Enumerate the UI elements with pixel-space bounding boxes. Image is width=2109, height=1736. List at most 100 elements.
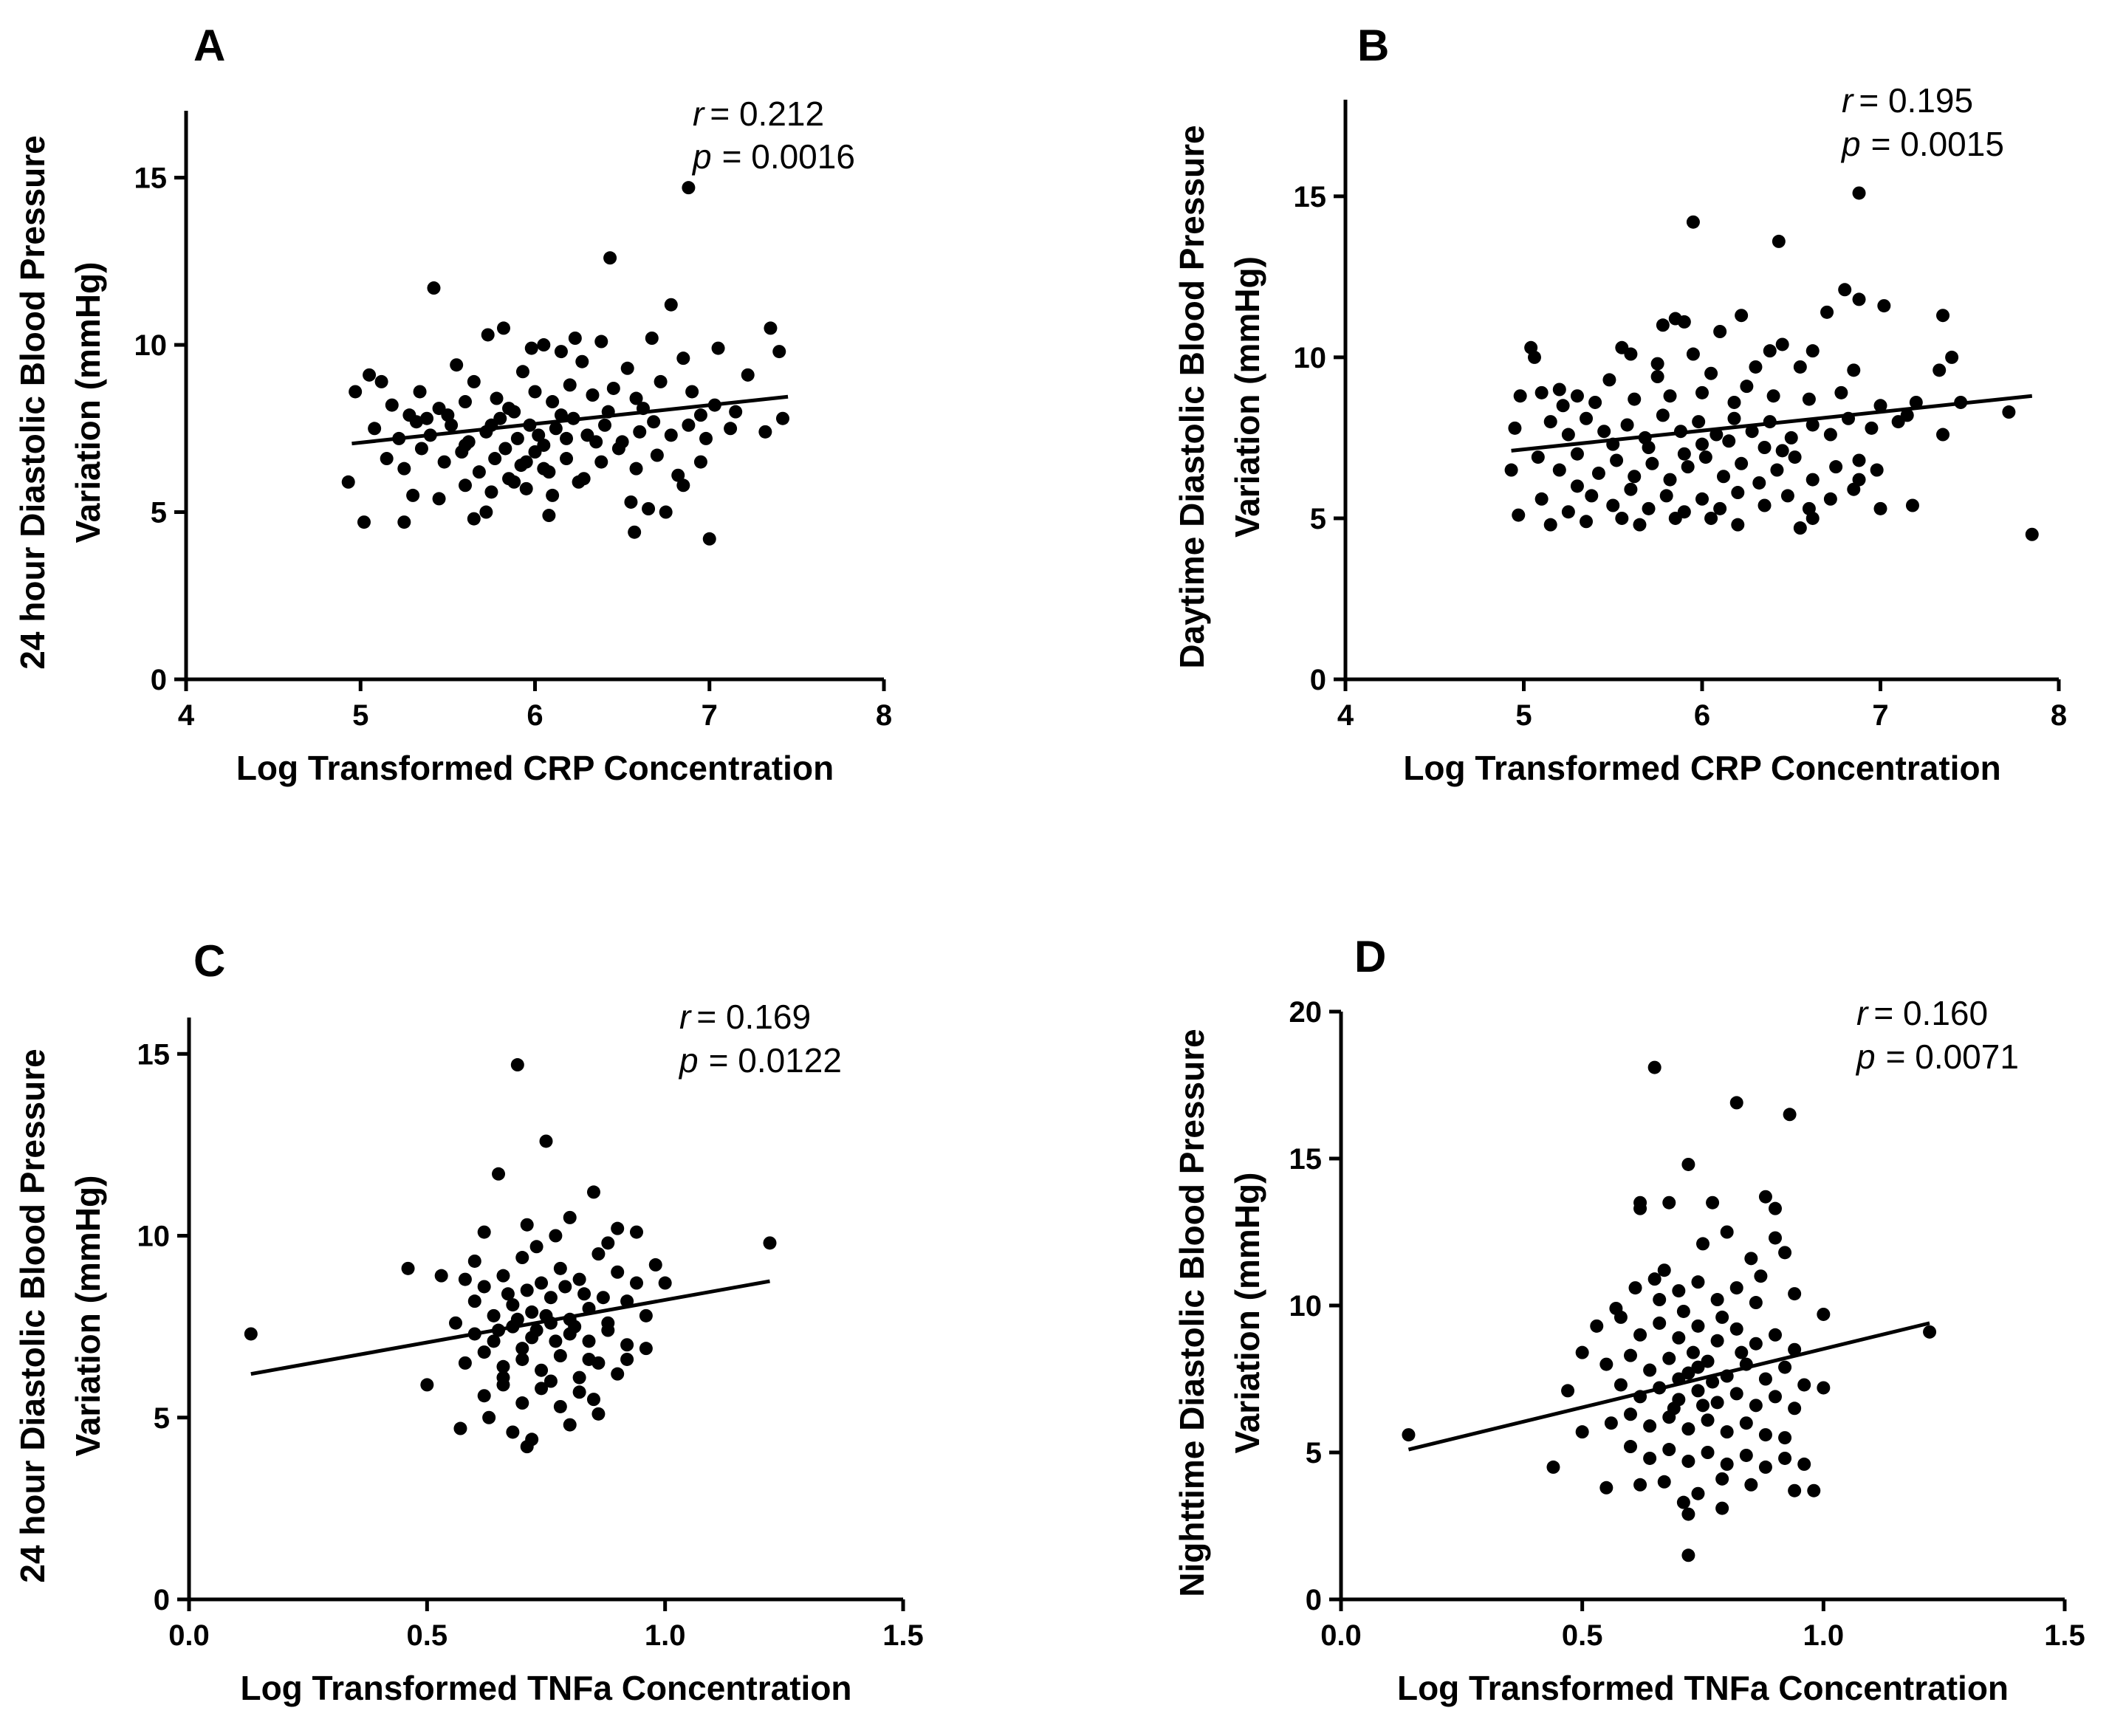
r-symbol: r <box>1856 994 1869 1032</box>
data-point <box>1614 1378 1628 1392</box>
regression-line <box>1407 1321 1930 1452</box>
x-tick-label: 8 <box>2051 699 2067 732</box>
data-point <box>553 1261 567 1275</box>
data-point <box>244 1327 258 1341</box>
data-point <box>1758 1460 1772 1474</box>
data-point <box>1716 470 1730 484</box>
data-point <box>535 1382 549 1396</box>
data-point <box>549 422 563 436</box>
data-point <box>558 1280 572 1294</box>
data-point <box>1847 482 1861 496</box>
x-axis-title: Log Transformed TNFa Concentration <box>1397 1669 2009 1707</box>
x-tick-label: 5 <box>1515 699 1532 732</box>
data-point <box>1817 1307 1831 1321</box>
data-point <box>357 515 371 529</box>
data-point <box>1807 1483 1821 1497</box>
data-point <box>1543 415 1557 429</box>
data-point <box>1570 447 1584 461</box>
data-point <box>1715 1472 1729 1486</box>
data-point <box>554 345 568 359</box>
data-point <box>1720 1425 1734 1439</box>
data-point <box>520 1283 534 1297</box>
data-point <box>775 411 789 425</box>
data-point <box>1570 479 1584 493</box>
data-point <box>549 1229 563 1243</box>
data-point <box>1668 511 1682 525</box>
data-point <box>1657 1263 1671 1277</box>
x-tick-label: 1.5 <box>882 1619 924 1652</box>
data-point <box>496 1269 510 1283</box>
data-point <box>685 385 699 399</box>
data-point <box>1735 456 1749 470</box>
data-point <box>1805 418 1820 432</box>
data-point <box>1710 1293 1724 1307</box>
data-point <box>546 488 560 502</box>
data-point <box>1783 1108 1797 1122</box>
data-point <box>349 385 363 399</box>
data-point <box>1713 325 1727 338</box>
y-tick-label: 10 <box>1289 1290 1323 1322</box>
data-point <box>477 1225 491 1239</box>
x-axis-title: Log Transformed CRP Concentration <box>236 749 834 787</box>
data-point <box>586 1393 600 1407</box>
data-point <box>502 402 516 416</box>
data-point <box>1606 498 1620 512</box>
data-point <box>1633 1328 1647 1342</box>
data-point <box>519 481 533 495</box>
data-point <box>553 1399 567 1413</box>
data-point <box>1729 1096 1743 1110</box>
x-tick-label: 5 <box>352 699 368 732</box>
data-point <box>624 495 638 509</box>
y-tick-label: 5 <box>154 1402 170 1435</box>
data-point <box>1552 463 1566 477</box>
data-point <box>1780 489 1794 503</box>
data-point <box>535 1276 549 1290</box>
data-point <box>432 492 446 506</box>
data-point <box>341 475 355 489</box>
data-point <box>1823 428 1837 442</box>
data-point <box>1900 408 1914 422</box>
p-statistic: p = 0.0015 <box>1840 125 2004 163</box>
data-point <box>611 1265 625 1279</box>
data-point <box>1692 415 1706 429</box>
data-point <box>488 452 502 466</box>
data-point <box>1805 511 1820 525</box>
data-point <box>1597 425 1611 439</box>
data-point <box>467 1254 481 1268</box>
data-point <box>2002 405 2016 419</box>
data-point <box>629 1276 643 1290</box>
data-point <box>528 445 542 459</box>
data-point <box>477 1345 491 1359</box>
data-point <box>645 332 659 345</box>
data-point <box>1695 385 1709 399</box>
r-value: = 0.160 <box>1873 994 1988 1032</box>
data-point <box>1580 411 1594 425</box>
data-point <box>481 328 495 342</box>
data-point <box>1556 399 1570 413</box>
data-point <box>1604 1416 1618 1430</box>
data-point <box>650 448 664 462</box>
data-point <box>620 361 634 375</box>
data-point <box>563 378 577 392</box>
data-point <box>510 1058 524 1072</box>
data-point <box>458 1272 472 1286</box>
r-value: = 0.195 <box>1859 81 1973 120</box>
data-point <box>764 321 778 335</box>
data-point <box>543 1291 558 1305</box>
data-point <box>1936 428 1950 442</box>
data-point <box>1614 1310 1628 1324</box>
data-point <box>496 321 510 335</box>
data-point <box>568 332 582 345</box>
panel-d: D 0.0 0.5 1.0 1.5 0 5 10 15 20 Log Transformed TNF… <box>1173 932 2085 1707</box>
data-point <box>1834 385 1848 399</box>
data-point <box>441 408 455 422</box>
data-point <box>1691 1384 1705 1398</box>
data-point <box>1788 1342 1802 1356</box>
data-point <box>693 408 707 422</box>
r-statistic: r = 0.169 <box>679 998 811 1036</box>
data-point <box>1923 1325 1937 1339</box>
p-symbol: p <box>1840 125 1861 163</box>
data-point <box>532 428 546 442</box>
data-point <box>702 532 716 546</box>
data-point <box>1686 215 1700 229</box>
